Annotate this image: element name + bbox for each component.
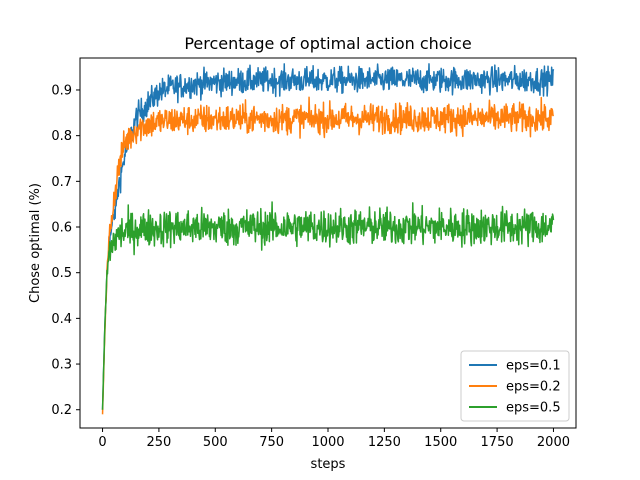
y-tick-label: 0.6 xyxy=(51,221,72,236)
x-tick-label: 750 xyxy=(259,435,284,450)
y-tick-label: 0.7 xyxy=(51,175,72,190)
x-tick-label: 250 xyxy=(146,435,171,450)
x-axis-label: steps xyxy=(311,457,346,472)
x-tick-label: 1250 xyxy=(368,435,401,450)
x-tick-label: 1000 xyxy=(311,435,344,450)
legend-label: eps=0.2 xyxy=(506,380,561,395)
x-tick-label: 1500 xyxy=(424,435,457,450)
chart-title: Percentage of optimal action choice xyxy=(184,34,471,53)
y-axis-label: Chose optimal (%) xyxy=(28,183,43,303)
series-line-eps-0-1 xyxy=(101,63,555,410)
x-tick-label: 1750 xyxy=(481,435,514,450)
y-tick-label: 0.3 xyxy=(51,358,72,373)
x-tick-label: 2000 xyxy=(537,435,570,450)
y-tick-label: 0.5 xyxy=(51,266,72,281)
legend-label: eps=0.1 xyxy=(506,359,561,374)
y-tick-label: 0.2 xyxy=(51,403,72,418)
y-axis-ticks: 0.2 0.3 0.4 0.5 0.6 0.7 0.8 0.9 xyxy=(51,83,80,418)
legend: eps=0.1 eps=0.2 eps=0.5 xyxy=(460,350,570,422)
series-line-eps-0-5 xyxy=(101,201,555,410)
series-layer xyxy=(101,63,555,415)
legend-box xyxy=(460,350,570,422)
legend-label: eps=0.5 xyxy=(506,401,561,416)
y-tick-label: 0.8 xyxy=(51,129,72,144)
y-tick-label: 0.9 xyxy=(51,83,72,98)
x-tick-label: 500 xyxy=(203,435,228,450)
x-tick-label: 0 xyxy=(98,435,106,450)
y-tick-label: 0.4 xyxy=(51,312,72,327)
series-line-eps-0-2 xyxy=(101,96,555,415)
x-axis-ticks: 0 250 500 750 1000 1250 1500 1750 2000 xyxy=(98,428,570,450)
